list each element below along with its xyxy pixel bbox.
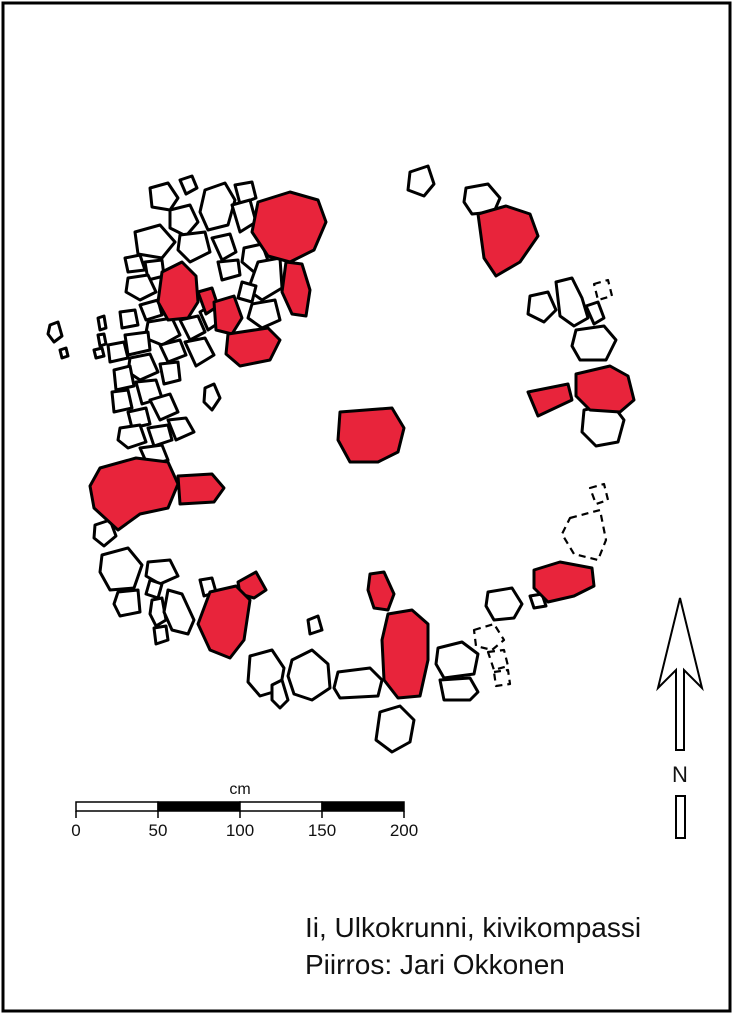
- stone: [584, 300, 606, 326]
- stone: [178, 174, 199, 196]
- stone-red: [476, 204, 540, 278]
- scale-tick-label: 50: [149, 821, 168, 840]
- stone: [98, 546, 144, 592]
- stone: [148, 392, 180, 422]
- north-label: N: [672, 762, 688, 787]
- stone: [112, 364, 136, 392]
- stone: [58, 346, 70, 360]
- stone: [216, 258, 242, 282]
- stone: [124, 273, 158, 302]
- scale-tick-label: 100: [226, 821, 254, 840]
- stone: [233, 180, 258, 206]
- stone: [332, 666, 384, 700]
- stone: [96, 332, 108, 348]
- stone: [148, 181, 180, 212]
- stone: [178, 314, 207, 342]
- uncertain-stones: [472, 278, 614, 688]
- stone: [374, 704, 416, 754]
- stone: [210, 232, 238, 262]
- stone-uncertain: [472, 622, 506, 652]
- stone: [554, 276, 590, 328]
- stone-red: [88, 456, 180, 532]
- stone-red: [380, 608, 430, 700]
- stone-uncertain: [486, 648, 510, 672]
- stone-uncertain: [492, 668, 512, 688]
- scale-segment: [75, 801, 159, 812]
- stone: [162, 588, 196, 636]
- stone: [144, 558, 180, 586]
- stone: [176, 230, 212, 264]
- stone: [202, 382, 222, 412]
- stone: [123, 330, 152, 357]
- stone: [138, 298, 164, 322]
- stone: [166, 416, 196, 442]
- stone: [106, 340, 130, 364]
- stone: [133, 223, 177, 260]
- north-arrow: N: [656, 597, 704, 839]
- stone-red: [250, 190, 328, 264]
- scale-segment: [157, 801, 241, 812]
- north-arrow-icon: [656, 597, 704, 751]
- stone-red: [224, 326, 282, 368]
- stone: [152, 624, 170, 646]
- stone: [484, 586, 524, 622]
- stone: [158, 360, 182, 386]
- stone-red: [156, 260, 200, 322]
- stone-red: [196, 584, 252, 660]
- stone-red: [176, 472, 226, 506]
- stone: [406, 164, 436, 198]
- scale-segment: [321, 801, 405, 812]
- stone: [570, 324, 618, 362]
- stone: [526, 290, 558, 324]
- caption-line-1: Ii, Ulkokrunni, kivikompassi: [305, 912, 641, 943]
- stone: [112, 588, 142, 618]
- stone: [46, 320, 64, 344]
- scale-bar: cm 0 50 100 150 200: [71, 781, 418, 840]
- stone: [183, 336, 216, 368]
- stone: [126, 406, 152, 430]
- scale-tick-label: 0: [71, 821, 80, 840]
- stone: [146, 423, 174, 448]
- scale-segment: [239, 801, 323, 812]
- stone: [270, 678, 290, 710]
- scale-unit-label: cm: [229, 781, 250, 798]
- scale-tick-label: 150: [308, 821, 336, 840]
- scale-tick-label: 200: [390, 821, 418, 840]
- stone: [96, 314, 108, 332]
- stone: [123, 253, 147, 274]
- stone: [110, 388, 134, 414]
- stone-red: [574, 364, 636, 414]
- stone: [92, 346, 106, 360]
- stone: [158, 338, 188, 364]
- stone-red: [532, 560, 596, 604]
- stone: [198, 181, 237, 232]
- red-stones: [88, 190, 636, 700]
- stone: [116, 423, 148, 450]
- stone-red: [526, 382, 574, 418]
- stone: [118, 308, 140, 330]
- stone-uncertain: [588, 482, 610, 506]
- north-arrow-tail: [675, 795, 686, 839]
- stone: [438, 676, 480, 702]
- stone: [144, 578, 164, 600]
- stone: [286, 648, 332, 702]
- stone: [148, 596, 168, 628]
- caption-line-2: Piirros: Jari Okkonen: [305, 949, 565, 980]
- stone-red: [280, 260, 312, 318]
- stone-red: [212, 294, 244, 336]
- stone: [236, 280, 258, 304]
- stone: [306, 614, 324, 636]
- stone-red: [336, 406, 406, 464]
- stone-red: [366, 570, 396, 612]
- stone: [168, 203, 200, 238]
- stone-uncertain: [592, 278, 614, 302]
- stone: [246, 298, 282, 330]
- stone: [434, 640, 480, 680]
